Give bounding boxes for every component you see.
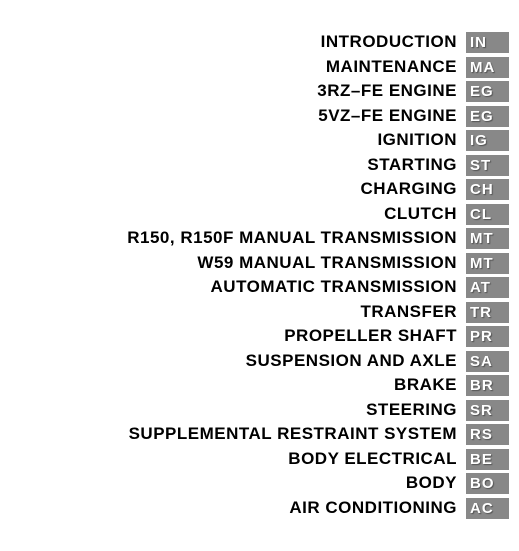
toc-row: BRAKE BR: [10, 373, 509, 398]
toc-row: TRANSFER TR: [10, 300, 509, 325]
toc-row: R150, R150F MANUAL TRANSMISSION MT: [10, 226, 509, 251]
toc-title: PROPELLER SHAFT: [284, 326, 465, 346]
toc-row: BODY ELECTRICAL BE: [10, 447, 509, 472]
toc-title: SUPPLEMENTAL RESTRAINT SYSTEM: [129, 424, 465, 444]
toc-row: MAINTENANCE MA: [10, 55, 509, 80]
toc-badge: EG: [465, 80, 509, 102]
toc-title: BODY: [406, 473, 465, 493]
toc-title: CLUTCH: [384, 204, 465, 224]
toc-badge: CL: [465, 203, 509, 225]
toc-title: TRANSFER: [360, 302, 465, 322]
toc-row: W59 MANUAL TRANSMISSION MT: [10, 251, 509, 276]
toc-badge: PR: [465, 325, 509, 347]
toc-title: 5VZ–FE ENGINE: [318, 106, 465, 126]
toc-badge: BE: [465, 448, 509, 470]
toc-row: AIR CONDITIONING AC: [10, 496, 509, 521]
toc-title: CHARGING: [360, 179, 465, 199]
toc-row: IGNITION IG: [10, 128, 509, 153]
toc-title: STEERING: [366, 400, 465, 420]
toc-badge: RS: [465, 423, 509, 445]
toc-badge: AT: [465, 276, 509, 298]
toc-row: 5VZ–FE ENGINE EG: [10, 104, 509, 129]
toc-title: AIR CONDITIONING: [289, 498, 465, 518]
toc-title: AUTOMATIC TRANSMISSION: [211, 277, 465, 297]
toc-title: IGNITION: [377, 130, 465, 150]
toc-badge: BO: [465, 472, 509, 494]
toc-badge: IN: [465, 31, 509, 53]
toc-badge: TR: [465, 301, 509, 323]
toc-badge: CH: [465, 178, 509, 200]
toc-title: BODY ELECTRICAL: [288, 449, 465, 469]
toc-container: INTRODUCTION IN MAINTENANCE MA 3RZ–FE EN…: [10, 30, 509, 520]
toc-title: BRAKE: [394, 375, 465, 395]
toc-row: STEERING SR: [10, 398, 509, 423]
toc-badge: EG: [465, 105, 509, 127]
toc-row: CHARGING CH: [10, 177, 509, 202]
toc-title: 3RZ–FE ENGINE: [317, 81, 465, 101]
toc-title: SUSPENSION AND AXLE: [246, 351, 465, 371]
toc-badge: MT: [465, 227, 509, 249]
toc-row: BODY BO: [10, 471, 509, 496]
toc-row: PROPELLER SHAFT PR: [10, 324, 509, 349]
toc-badge: MA: [465, 56, 509, 78]
toc-row: CLUTCH CL: [10, 202, 509, 227]
toc-title: W59 MANUAL TRANSMISSION: [197, 253, 465, 273]
toc-badge: IG: [465, 129, 509, 151]
toc-badge: AC: [465, 497, 509, 519]
toc-row: 3RZ–FE ENGINE EG: [10, 79, 509, 104]
toc-title: MAINTENANCE: [326, 57, 465, 77]
toc-badge: SA: [465, 350, 509, 372]
toc-title: INTRODUCTION: [321, 32, 465, 52]
toc-row: STARTING ST: [10, 153, 509, 178]
toc-badge: BR: [465, 374, 509, 396]
toc-row: AUTOMATIC TRANSMISSION AT: [10, 275, 509, 300]
toc-row: SUPPLEMENTAL RESTRAINT SYSTEM RS: [10, 422, 509, 447]
toc-badge: ST: [465, 154, 509, 176]
toc-badge: MT: [465, 252, 509, 274]
toc-badge: SR: [465, 399, 509, 421]
toc-row: INTRODUCTION IN: [10, 30, 509, 55]
toc-row: SUSPENSION AND AXLE SA: [10, 349, 509, 374]
toc-title: STARTING: [367, 155, 465, 175]
toc-title: R150, R150F MANUAL TRANSMISSION: [127, 228, 465, 248]
